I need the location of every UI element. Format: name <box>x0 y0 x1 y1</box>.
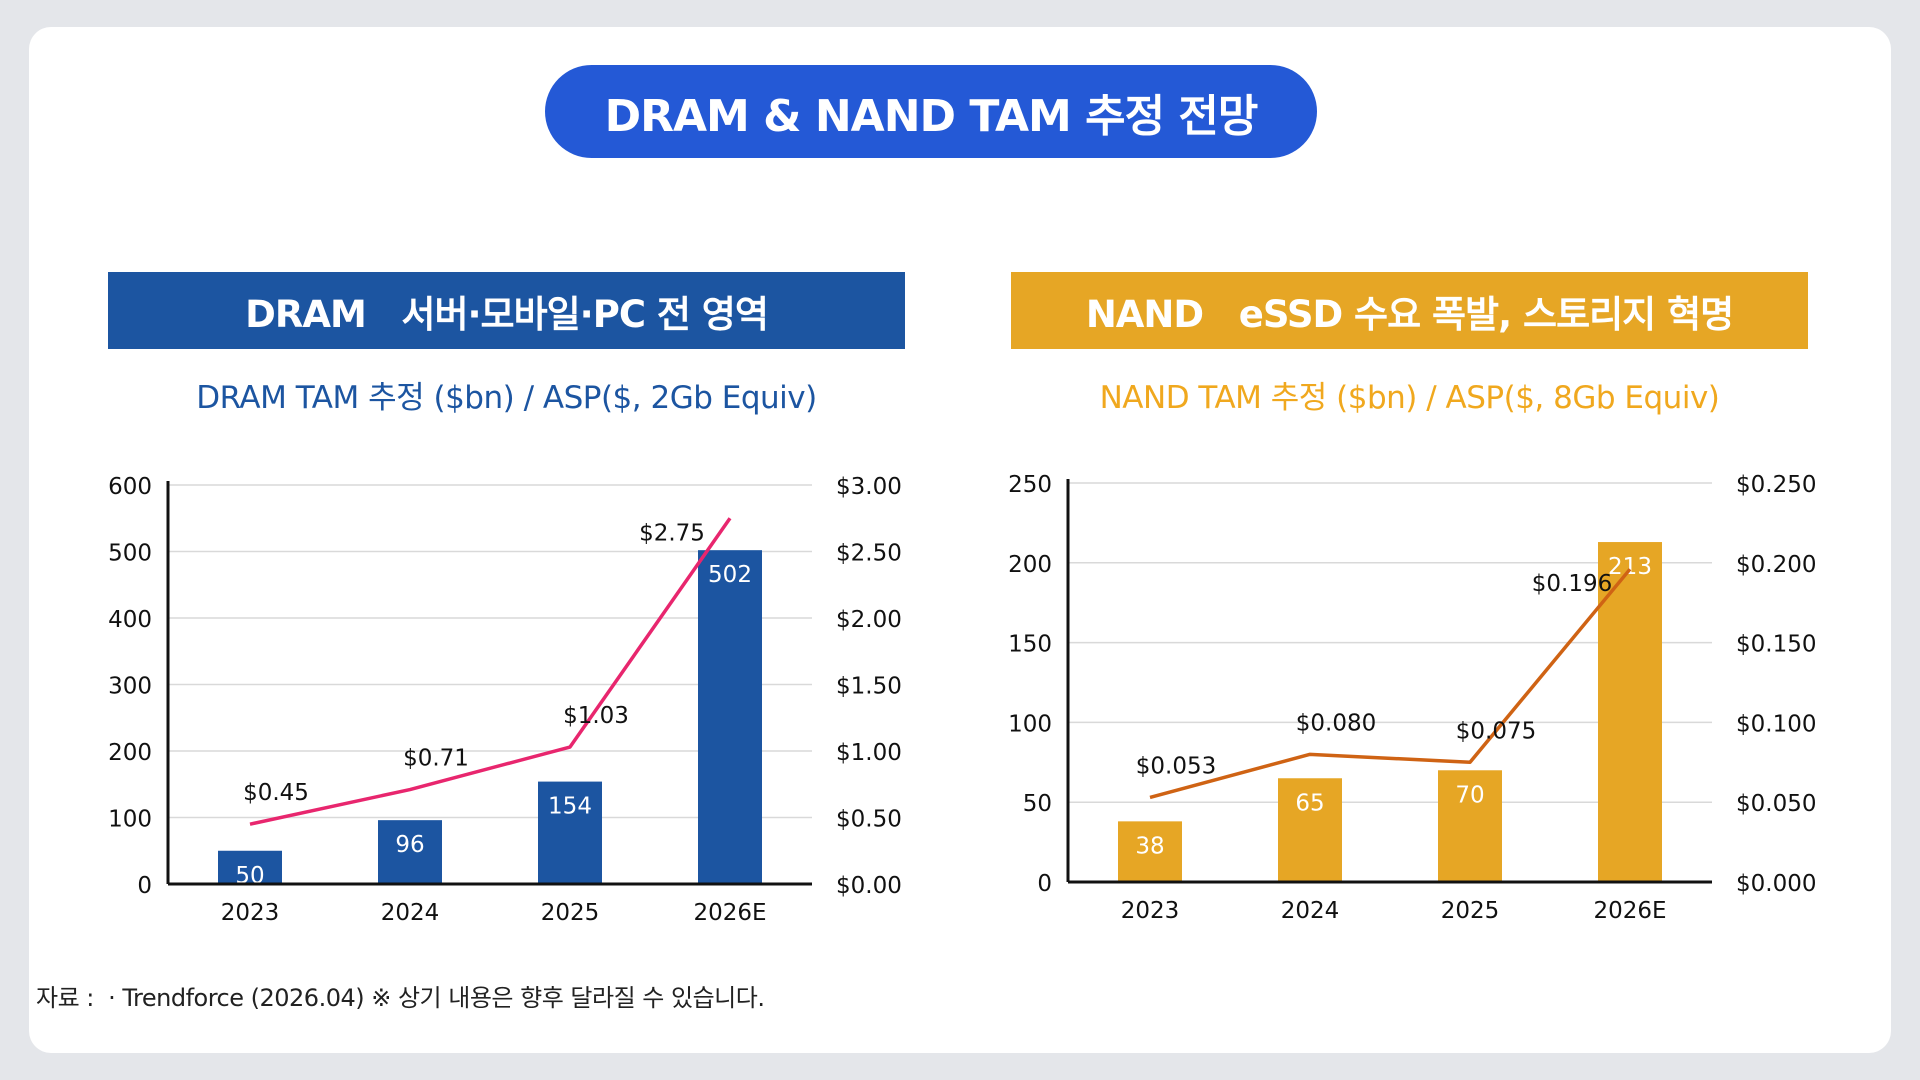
y2-tick-label: $0.50 <box>836 807 902 833</box>
source-note: 자료 : · Trendforce (2026.04) ※ 상기 내용은 향후 … <box>36 984 765 1012</box>
bar-value-label: 38 <box>1135 833 1164 859</box>
y2-tick-label: $0.000 <box>1736 871 1816 897</box>
y-tick-label: 400 <box>108 607 152 633</box>
asp-value-label: $0.080 <box>1296 710 1376 736</box>
bar-value-label: 213 <box>1608 554 1652 580</box>
asp-value-label: $1.03 <box>563 703 629 729</box>
asp-value-label: $0.71 <box>403 746 469 772</box>
y2-tick-label: $0.00 <box>836 873 902 899</box>
y-tick-label: 600 <box>108 474 152 500</box>
page-title: DRAM & NAND TAM 추정 전망 <box>545 65 1317 158</box>
y-tick-label: 0 <box>137 873 152 899</box>
y-tick-label: 500 <box>108 541 152 567</box>
asp-value-label: $2.75 <box>639 520 705 546</box>
y2-tick-label: $0.200 <box>1736 552 1816 578</box>
nand-chart: 0 50 100 150 200 250 $0.000 $0.050 $0.100 $0.150 $… <box>1008 472 1816 924</box>
y2-tick-label: $3.00 <box>836 474 902 500</box>
dram-chart: 0 100 200 300 400 500 600 $0.00 $0.50 $1.00 $1.50 $… <box>108 474 902 926</box>
bar <box>378 820 442 884</box>
x-tick-label: 2025 <box>541 900 600 926</box>
bar <box>1278 778 1342 882</box>
y-tick-label: 200 <box>108 740 152 766</box>
y2-tick-label: $2.00 <box>836 607 902 633</box>
asp-line <box>1149 568 1632 800</box>
y-tick-label: 150 <box>1008 632 1052 658</box>
dram-panel-header: DRAM 서버·모바일·PC 전 영역 <box>108 272 905 349</box>
asp-value-label: $0.45 <box>243 780 309 806</box>
y2-tick-label: $0.250 <box>1736 472 1816 498</box>
y-tick-label: 300 <box>108 674 152 700</box>
bar <box>698 550 762 884</box>
dram-chart-subtitle: DRAM TAM 추정 ($bn) / ASP($, 2Gb Equiv) <box>196 380 817 416</box>
x-tick-label: 2023 <box>1121 898 1180 924</box>
bar <box>1598 542 1662 882</box>
y-tick-label: 50 <box>1023 791 1052 817</box>
x-tick-label: 2026E <box>1593 898 1666 924</box>
nand-panel-header: NAND eSSD 수요 폭발, 스토리지 혁명 <box>1011 272 1808 349</box>
bar-value-label: 96 <box>395 832 424 858</box>
y-tick-label: 100 <box>108 807 152 833</box>
bar-value-label: 502 <box>708 562 752 588</box>
y2-tick-label: $1.50 <box>836 674 902 700</box>
x-tick-label: 2024 <box>1281 898 1340 924</box>
bar-value-label: 65 <box>1295 790 1324 816</box>
y2-tick-label: $0.100 <box>1736 711 1816 737</box>
bar-value-label: 154 <box>548 794 592 820</box>
asp-value-label: $0.053 <box>1136 753 1216 779</box>
y2-tick-label: $0.150 <box>1736 632 1816 658</box>
bar <box>1438 770 1502 882</box>
asp-line <box>249 517 732 826</box>
y-tick-label: 100 <box>1008 711 1052 737</box>
y2-tick-label: $2.50 <box>836 541 902 567</box>
asp-value-label: $0.075 <box>1456 718 1536 744</box>
x-tick-label: 2026E <box>693 900 766 926</box>
x-tick-label: 2023 <box>221 900 280 926</box>
bar-value-label: 70 <box>1455 782 1484 808</box>
bar <box>218 850 282 884</box>
asp-value-label: $0.196 <box>1532 571 1612 597</box>
bar <box>1118 821 1182 882</box>
y2-tick-label: $0.050 <box>1736 791 1816 817</box>
y-tick-label: 200 <box>1008 552 1052 578</box>
y-tick-label: 250 <box>1008 472 1052 498</box>
nand-chart-subtitle: NAND TAM 추정 ($bn) / ASP($, 8Gb Equiv) <box>1099 380 1720 416</box>
bar <box>538 781 602 884</box>
y2-tick-label: $1.00 <box>836 740 902 766</box>
x-tick-label: 2024 <box>381 900 440 926</box>
x-tick-label: 2025 <box>1441 898 1500 924</box>
y-tick-label: 0 <box>1037 871 1052 897</box>
